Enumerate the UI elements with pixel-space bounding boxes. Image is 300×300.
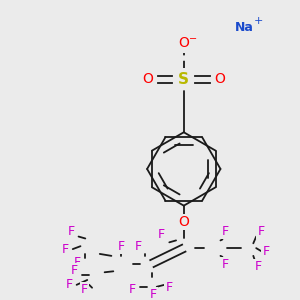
Text: F: F — [262, 244, 269, 257]
Text: F: F — [81, 283, 88, 296]
Text: S: S — [178, 72, 189, 87]
Text: O: O — [214, 72, 225, 86]
Text: O: O — [142, 72, 154, 86]
Text: F: F — [149, 288, 157, 300]
Text: F: F — [257, 225, 265, 238]
Text: F: F — [129, 283, 136, 296]
Text: F: F — [158, 228, 165, 241]
Text: F: F — [222, 225, 229, 238]
Text: F: F — [255, 260, 262, 273]
Text: F: F — [74, 256, 81, 269]
Text: F: F — [71, 264, 78, 277]
Text: O: O — [178, 215, 189, 229]
Text: F: F — [118, 240, 124, 253]
Text: −: − — [189, 34, 197, 44]
Text: F: F — [65, 278, 73, 291]
Text: F: F — [166, 281, 173, 294]
Text: F: F — [61, 243, 69, 256]
Text: F: F — [222, 258, 229, 271]
Text: +: + — [254, 16, 263, 26]
Text: O: O — [178, 36, 189, 50]
Text: F: F — [135, 240, 142, 253]
Text: Na: Na — [235, 20, 254, 34]
Text: F: F — [67, 225, 74, 238]
